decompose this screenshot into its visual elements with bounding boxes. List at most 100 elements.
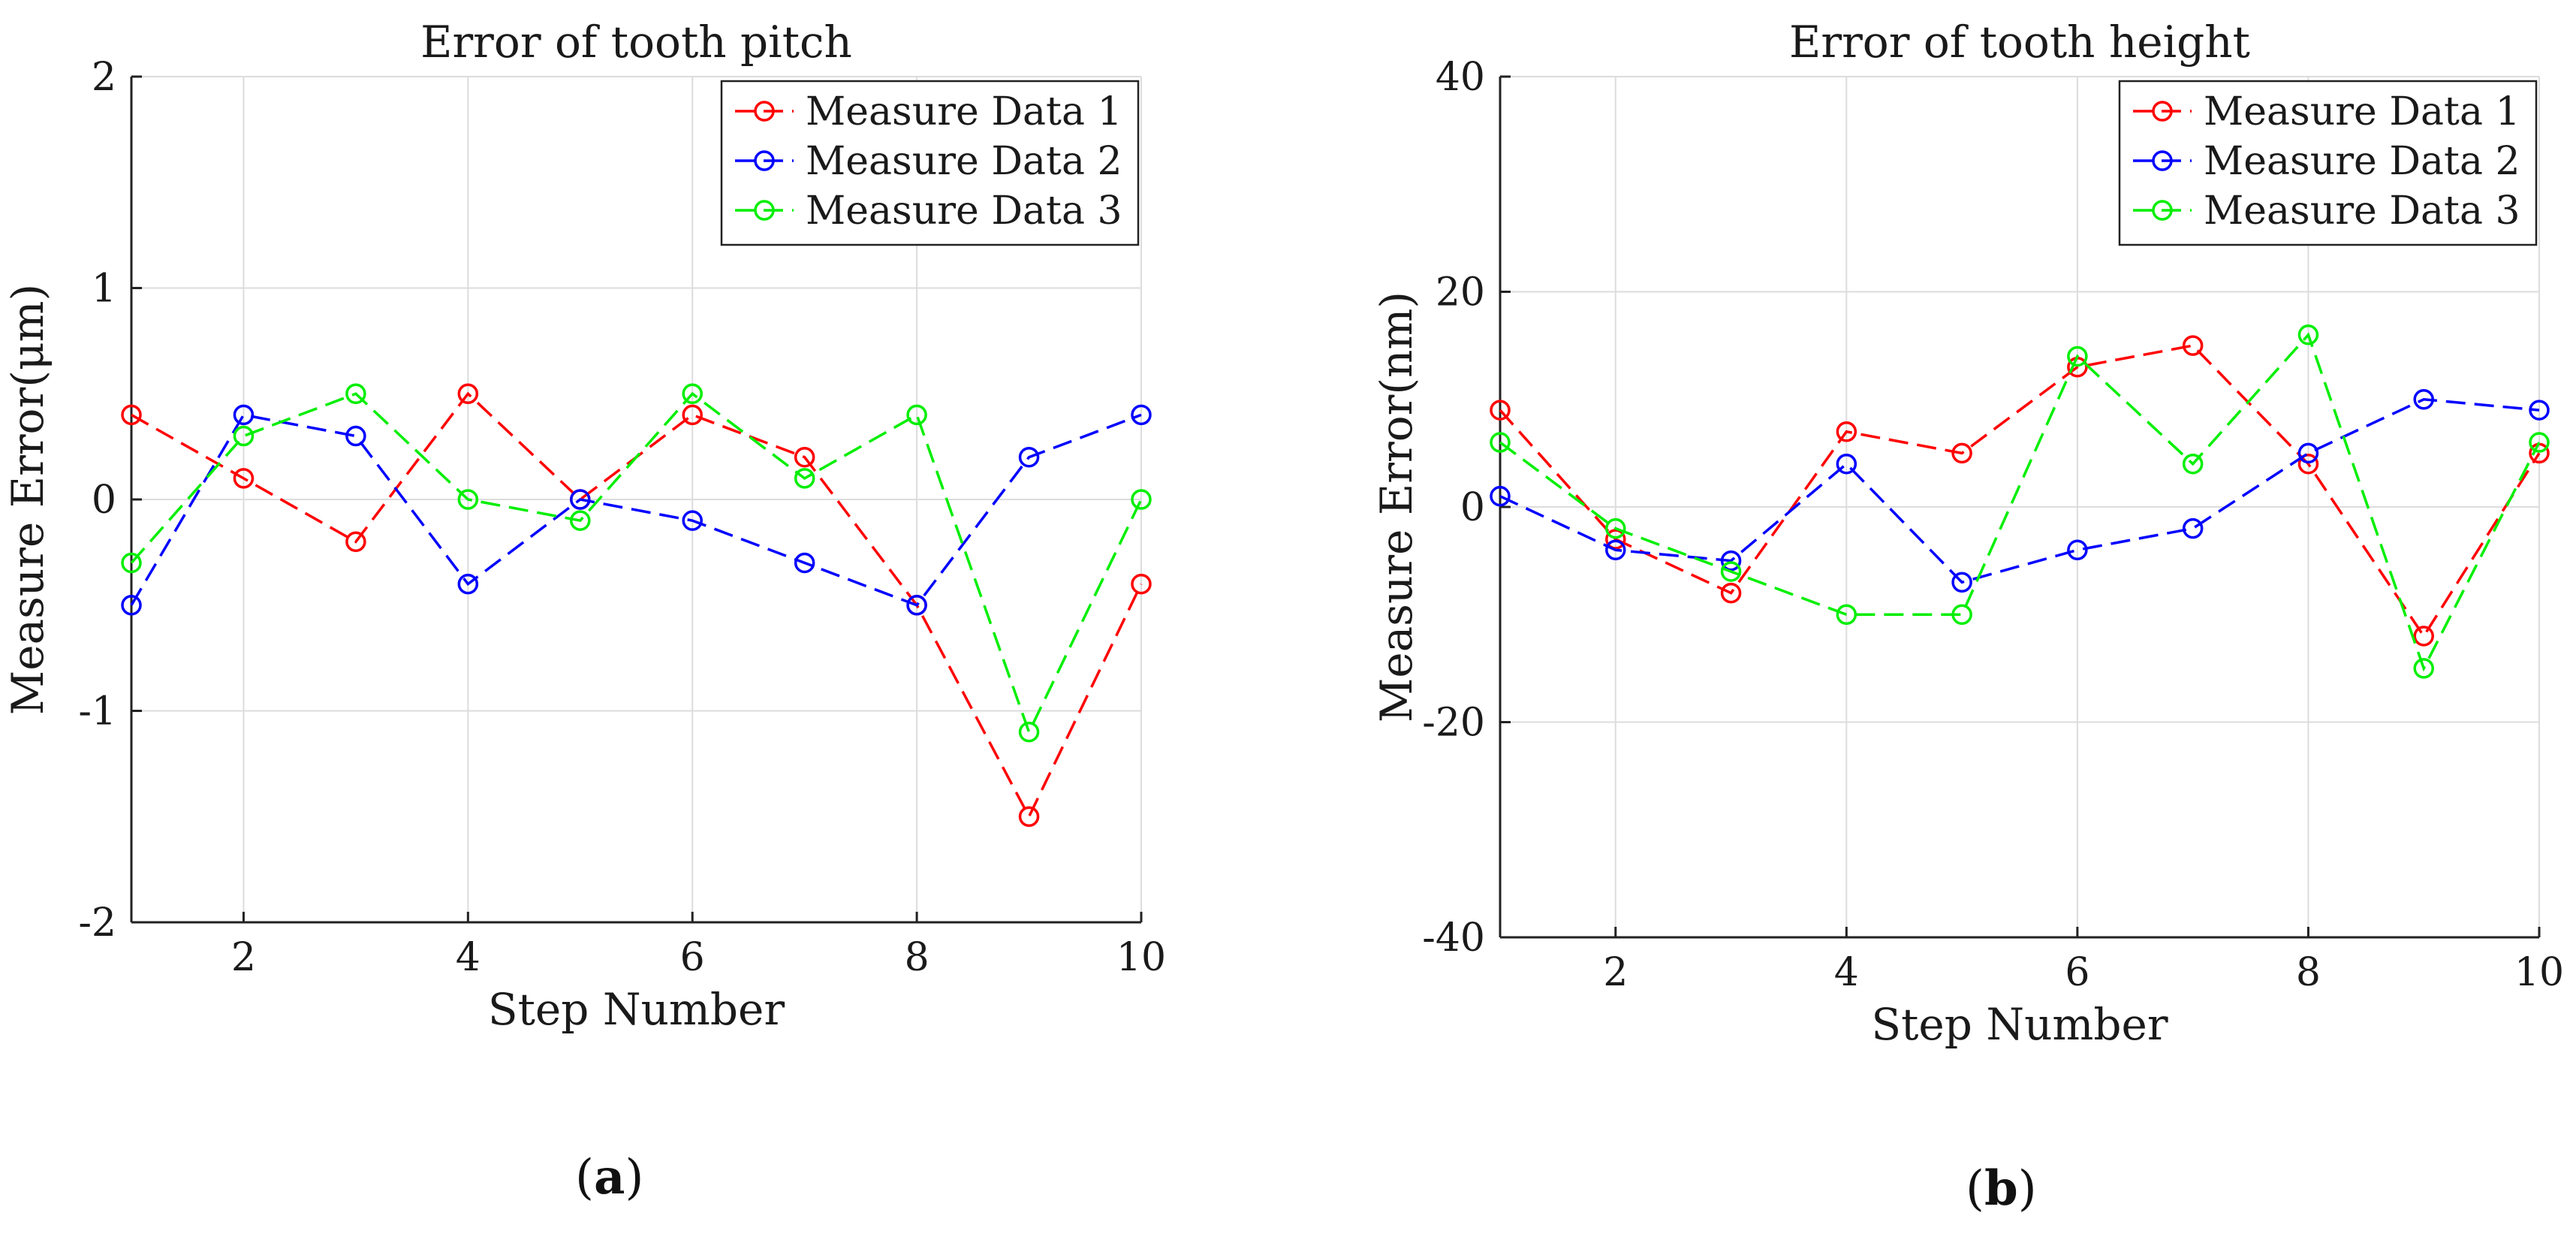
series-line-3 <box>1499 332 2541 672</box>
data-point <box>1018 721 1040 743</box>
data-point <box>570 489 591 510</box>
chart-title: Error of tooth height <box>1789 17 2250 68</box>
data-point <box>1018 806 1040 827</box>
legend-box <box>2118 80 2538 246</box>
x-tick-label: 6 <box>2065 950 2089 995</box>
data-point <box>1018 446 1040 468</box>
x-tick-label: 2 <box>1603 950 1628 995</box>
data-point <box>1131 573 1152 595</box>
data-point <box>457 383 479 404</box>
legend-marker-2 <box>2152 150 2173 171</box>
data-point <box>121 404 142 426</box>
legend-entry-2: Measure Data 2 <box>806 139 1122 184</box>
data-point <box>906 404 927 426</box>
data-point <box>1605 517 1626 539</box>
legend-entry-2: Measure Data 2 <box>2204 139 2520 184</box>
series-line-2 <box>130 413 1142 607</box>
panel-label-a: (a) <box>575 1149 644 1205</box>
data-point <box>2413 626 2434 647</box>
x-tick-label: 4 <box>456 935 481 980</box>
data-point <box>2067 345 2088 367</box>
data-point <box>906 595 927 616</box>
data-point <box>1605 529 1626 550</box>
data-point <box>2529 400 2550 421</box>
y-axis-label: Measure Error(nm) <box>1371 291 1422 723</box>
x-tick-label: 4 <box>1834 950 1859 995</box>
data-point <box>2529 432 2550 453</box>
y-tick-label: -20 <box>1422 701 1485 746</box>
panel-label-b: (b) <box>1966 1160 2037 1217</box>
data-point <box>682 510 703 531</box>
y-tick-label: -1 <box>78 689 116 735</box>
x-tick-label: 6 <box>680 935 705 980</box>
data-point <box>2067 539 2088 561</box>
data-point <box>233 404 255 426</box>
data-point <box>121 552 142 574</box>
data-point <box>794 468 815 489</box>
data-point <box>2297 324 2319 345</box>
series-line-2 <box>1499 397 2540 584</box>
legend-entry-1: Measure Data 1 <box>2204 89 2520 134</box>
x-tick-label: 8 <box>2296 950 2321 995</box>
data-point <box>457 489 479 510</box>
data-point <box>1836 421 1857 442</box>
chart-panel-a: 2 4 6 8 10 -2 -1 0 1 2 Error of tooth pitch Step Nu… <box>2 17 1166 1035</box>
legend-entry-1: Measure Data 1 <box>806 89 1122 134</box>
data-point <box>1951 604 1972 625</box>
data-point <box>1490 432 1511 453</box>
data-point <box>345 383 366 404</box>
legend-marker-2 <box>754 150 775 171</box>
panel-label-a-letter: a <box>593 1149 625 1205</box>
chart-panel-b: 2 4 6 8 10 -40 -20 0 20 40 Error of tooth height St… <box>1371 17 2564 1050</box>
data-point <box>1836 453 1857 475</box>
y-tick-label: -40 <box>1422 916 1485 961</box>
data-point <box>121 595 142 616</box>
y-tick-label: 20 <box>1436 270 1485 315</box>
legend-marker-3 <box>754 200 775 221</box>
data-point <box>2413 658 2434 679</box>
data-point <box>1951 572 1972 593</box>
x-tick-label: 10 <box>1116 935 1166 980</box>
chart-title: Error of tooth pitch <box>420 17 852 68</box>
data-point <box>1490 400 1511 421</box>
x-tick-label: 2 <box>231 935 256 980</box>
data-point <box>570 510 591 531</box>
data-point <box>2182 453 2204 475</box>
data-point <box>457 573 479 595</box>
data-point <box>682 383 703 404</box>
data-point <box>1836 604 1857 625</box>
data-point <box>1605 539 1626 561</box>
x-tick-label: 8 <box>905 935 929 980</box>
legend-marker-1 <box>754 101 775 122</box>
data-point <box>1131 404 1152 426</box>
data-point <box>2297 453 2319 475</box>
data-point <box>2297 442 2319 464</box>
data-point <box>345 531 366 553</box>
legend-entry-3: Measure Data 3 <box>806 189 1122 234</box>
legend-box <box>720 80 1140 246</box>
data-point <box>1490 485 1511 507</box>
y-tick-label: 0 <box>92 478 116 523</box>
y-tick-label: 2 <box>92 55 116 100</box>
panel-label-b-letter: b <box>1984 1160 2018 1217</box>
data-point <box>682 404 703 426</box>
data-point <box>345 425 366 447</box>
legend-marker-1 <box>2152 101 2173 122</box>
data-point <box>1720 550 1742 572</box>
legend-entry-3: Measure Data 3 <box>2204 189 2520 234</box>
data-point <box>2182 335 2204 356</box>
x-axis-label: Step Number <box>1871 999 2168 1050</box>
data-point <box>2413 389 2434 410</box>
series-line-1 <box>1499 344 2541 639</box>
data-point <box>1131 489 1152 510</box>
data-point <box>233 425 255 447</box>
y-tick-label: -2 <box>78 901 116 946</box>
data-point <box>1720 561 1742 582</box>
data-point <box>1951 442 1972 464</box>
legend-marker-3 <box>2152 200 2173 221</box>
series-line-3 <box>130 391 1143 736</box>
y-axis-label: Measure Error(μm) <box>2 284 53 715</box>
x-tick-label: 10 <box>2514 950 2564 995</box>
y-tick-label: 40 <box>1436 55 1485 100</box>
